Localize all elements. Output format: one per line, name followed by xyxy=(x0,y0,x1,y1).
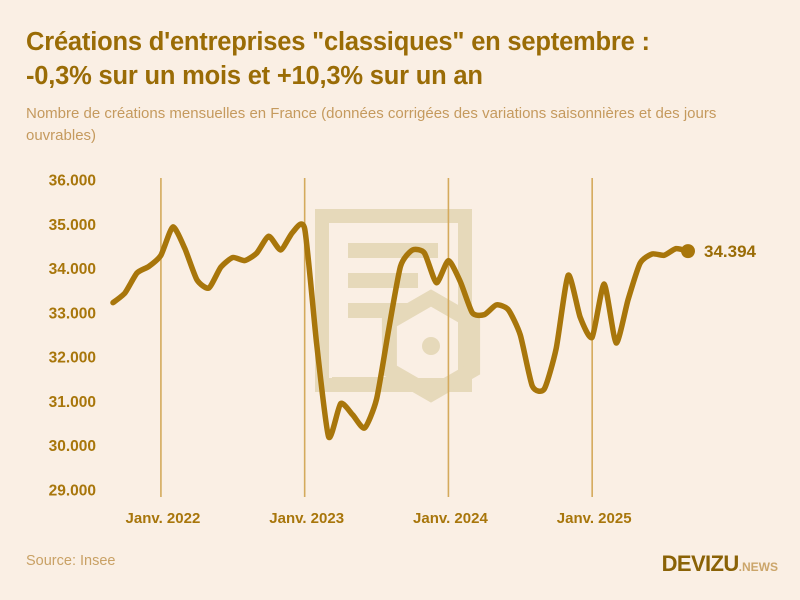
end-point-marker xyxy=(681,244,695,259)
y-tick-label: 30.000 xyxy=(49,438,96,455)
x-tick-label: Janv. 2023 xyxy=(269,510,344,527)
y-tick-label: 32.000 xyxy=(49,350,96,367)
devizu-logo: DEVIZU .NEWS xyxy=(662,551,778,577)
y-tick-label: 33.000 xyxy=(49,305,96,322)
title-line-2: -0,3% sur un mois et +10,3% sur un an xyxy=(26,61,483,90)
x-tick-label: Janv. 2022 xyxy=(126,510,201,527)
page-subtitle: Nombre de créations mensuelles en France… xyxy=(26,105,717,144)
source-note: Source: Insee xyxy=(26,553,116,569)
y-tick-label: 34.000 xyxy=(49,261,96,278)
chart-gridlines xyxy=(160,178,593,497)
y-tick-label: 29.000 xyxy=(49,483,96,500)
logo-suffix: .NEWS xyxy=(738,560,778,574)
end-point-value-label: 34.394 xyxy=(704,242,757,261)
logo-wordmark: DEVIZU xyxy=(661,551,740,576)
x-tick-label: Janv. 2024 xyxy=(413,510,488,527)
x-axis-tick-labels: Janv. 2022 Janv. 2023 Janv. 2024 Janv. 2025 xyxy=(126,510,632,527)
y-tick-label: 35.000 xyxy=(49,217,96,234)
y-tick-label: 31.000 xyxy=(49,394,96,411)
x-tick-label: Janv. 2025 xyxy=(557,510,632,527)
data-series-line xyxy=(110,221,691,441)
devizu-watermark-icon xyxy=(315,209,481,403)
page-title: Créations d'entreprises "classiques" en … xyxy=(26,26,766,93)
y-axis-tick-labels: 36.000 35.000 34.000 33.000 32.000 31.000 30.0… xyxy=(49,173,96,500)
title-line-1: Créations d'entreprises "classiques" en … xyxy=(26,28,650,56)
y-tick-label: 36.000 xyxy=(49,173,96,190)
